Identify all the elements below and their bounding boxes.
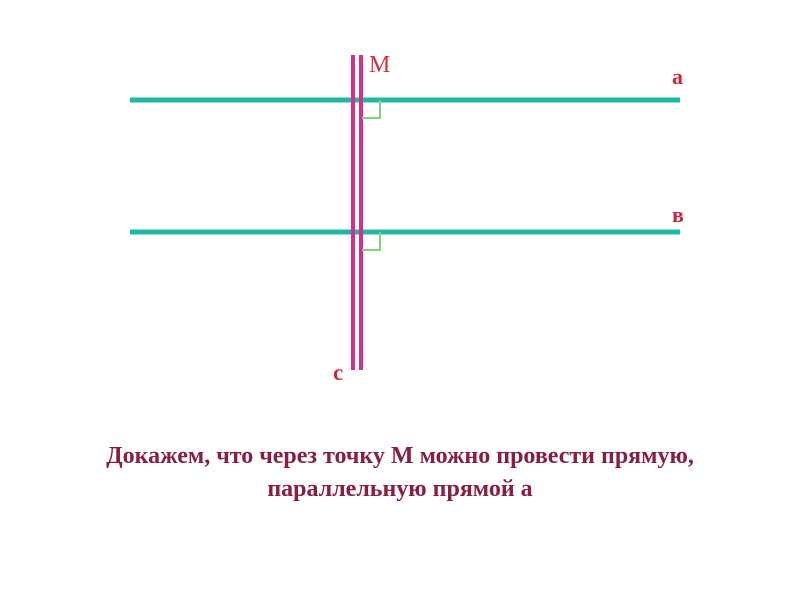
label-a: а bbox=[672, 64, 683, 89]
angle-marker-top bbox=[362, 100, 380, 118]
label-m: М bbox=[369, 52, 390, 78]
caption-text: Докажем, что через точку М можно провест… bbox=[0, 440, 800, 505]
label-b: в bbox=[672, 202, 684, 227]
geometry-diagram: М а в с bbox=[0, 0, 800, 600]
angle-marker-bottom bbox=[362, 232, 380, 250]
label-c: с bbox=[333, 360, 343, 385]
